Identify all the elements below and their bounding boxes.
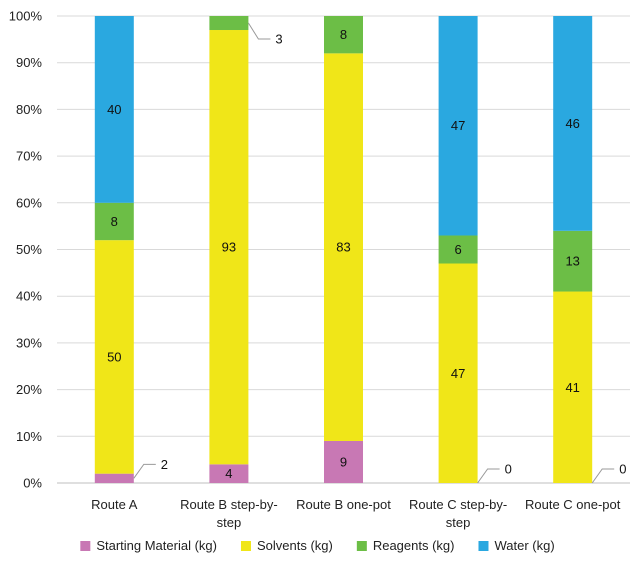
bar-segment-solvents	[94, 240, 134, 474]
bars	[94, 16, 593, 483]
legend-label: Water (kg)	[494, 538, 554, 553]
y-tick-label: 100%	[9, 9, 43, 24]
bar-segment-water	[553, 16, 593, 231]
x-category-label: Route B one-pot	[296, 497, 391, 512]
bar-segment-reagents	[209, 16, 249, 31]
y-tick-label: 10%	[16, 429, 42, 444]
data-label: 6	[454, 242, 461, 257]
bar-segment-starting-material	[94, 473, 134, 483]
data-label: 0	[619, 462, 626, 477]
x-category-label: step	[217, 515, 242, 530]
y-tick-label: 20%	[16, 382, 42, 397]
data-label: 47	[451, 366, 465, 381]
y-tick-label: 0%	[23, 476, 42, 491]
x-category-label: Route B step-by-	[180, 497, 278, 512]
x-category-label: Route C one-pot	[525, 497, 621, 512]
legend-label: Reagents (kg)	[373, 538, 455, 553]
legend-swatch	[356, 541, 367, 551]
data-label: 40	[107, 102, 121, 117]
data-label: 13	[565, 254, 579, 269]
legend-item-reagents: Reagents (kg)	[356, 538, 455, 553]
bar-segment-solvents	[324, 53, 363, 441]
bar-segment-water	[438, 16, 478, 236]
bar-segment-solvents	[209, 30, 249, 465]
y-tick-label: 40%	[16, 289, 42, 304]
bar-segment-starting-material	[209, 464, 249, 483]
legend-label: Starting Material (kg)	[96, 538, 217, 553]
legend-swatch	[478, 541, 489, 551]
x-category-label: step	[446, 515, 471, 530]
leader-lines	[133, 22, 615, 484]
leader-line	[477, 468, 500, 484]
data-label: 3	[275, 32, 282, 47]
legend-swatch	[240, 541, 251, 551]
y-tick-label: 30%	[16, 335, 42, 350]
legend-item-starting-material: Starting Material (kg)	[80, 538, 217, 553]
data-label: 8	[340, 27, 347, 42]
data-label: 50	[107, 349, 121, 364]
bar-segment-solvents	[438, 263, 478, 483]
leader-line	[247, 22, 271, 40]
bar-segment-starting-material	[324, 440, 363, 483]
x-category-label: Route C step-by-	[409, 497, 507, 512]
bar-segment-water	[94, 16, 134, 203]
bar-segment-reagents	[438, 235, 478, 264]
leader-line	[591, 468, 615, 484]
bar-segment-reagents	[324, 16, 363, 54]
data-label: 8	[111, 214, 118, 229]
data-label: 0	[505, 462, 512, 477]
data-label: 46	[565, 116, 579, 131]
y-tick-label: 90%	[16, 55, 42, 70]
data-label: 2	[161, 457, 168, 472]
y-tick-label: 60%	[16, 195, 42, 210]
data-label: 4	[225, 466, 232, 481]
x-category-label: Route A	[91, 497, 138, 512]
y-axis-tick-labels: 0% 10% 20% 30% 40% 50% 60% 70% 80% 90% 100%	[9, 9, 43, 491]
bar-segment-solvents	[553, 291, 593, 483]
y-tick-label: 80%	[16, 102, 42, 117]
y-tick-label: 70%	[16, 149, 42, 164]
legend: Starting Material (kg) Solvents (kg) Reage…	[80, 538, 555, 553]
bar-segment-reagents	[94, 202, 134, 241]
legend-swatch	[80, 541, 91, 551]
data-label: 41	[565, 380, 579, 395]
legend-label: Solvents (kg)	[257, 538, 333, 553]
legend-item-solvents: Solvents (kg)	[240, 538, 333, 553]
data-label: 83	[336, 240, 350, 255]
y-tick-label: 50%	[16, 242, 42, 257]
data-label: 9	[340, 454, 347, 469]
legend-item-water: Water (kg)	[478, 538, 555, 553]
x-axis-category-labels: Route A Route B step-by-step Route B one-p…	[91, 497, 621, 530]
data-labels: 2 50 8 40 4 93 3 9 83 8 0 47 6 47 0 41 13 46	[107, 27, 626, 481]
bar-segment-reagents	[553, 230, 593, 292]
leader-line	[133, 463, 156, 479]
data-label: 47	[451, 118, 465, 133]
data-label: 93	[222, 240, 236, 255]
